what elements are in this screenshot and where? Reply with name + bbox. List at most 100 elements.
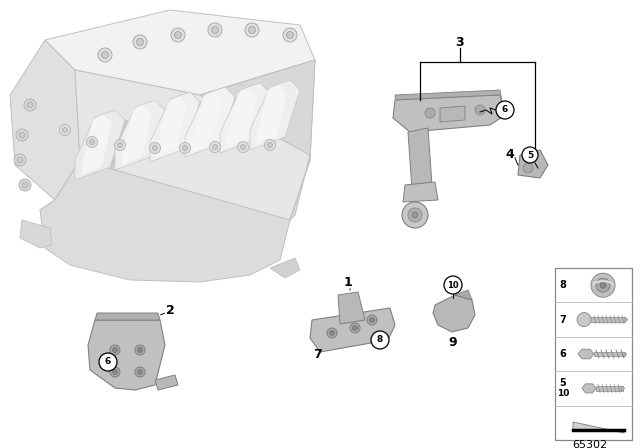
Circle shape [152, 146, 157, 151]
Circle shape [287, 31, 294, 39]
Circle shape [86, 137, 97, 147]
Polygon shape [150, 92, 200, 162]
Circle shape [110, 367, 120, 377]
Circle shape [408, 208, 422, 222]
Circle shape [115, 139, 125, 151]
Circle shape [350, 323, 360, 333]
Circle shape [371, 331, 389, 349]
Text: 6: 6 [559, 349, 566, 359]
Circle shape [283, 28, 297, 42]
Circle shape [24, 99, 36, 111]
Bar [586, 317, 625, 322]
Polygon shape [393, 95, 505, 132]
Text: 3: 3 [456, 35, 464, 48]
Circle shape [208, 23, 222, 37]
Text: 7: 7 [314, 349, 323, 362]
Circle shape [596, 278, 610, 292]
Polygon shape [582, 384, 596, 393]
Polygon shape [185, 87, 235, 157]
Polygon shape [220, 83, 270, 153]
Polygon shape [270, 258, 300, 278]
Circle shape [425, 108, 435, 118]
Polygon shape [310, 308, 395, 352]
Polygon shape [395, 90, 502, 108]
Circle shape [102, 52, 109, 59]
Text: 9: 9 [449, 336, 458, 349]
Circle shape [353, 326, 358, 331]
Circle shape [19, 179, 31, 191]
Circle shape [211, 26, 218, 34]
Polygon shape [200, 60, 315, 220]
Text: 8: 8 [377, 336, 383, 345]
Polygon shape [227, 88, 257, 148]
Circle shape [245, 23, 259, 37]
Polygon shape [40, 60, 315, 270]
Text: 7: 7 [559, 314, 566, 325]
Polygon shape [621, 386, 625, 391]
Polygon shape [573, 422, 624, 433]
Text: 1: 1 [344, 276, 353, 289]
Polygon shape [440, 106, 465, 122]
Circle shape [369, 318, 374, 323]
Circle shape [138, 370, 143, 375]
Circle shape [327, 328, 337, 338]
Polygon shape [45, 10, 315, 95]
Circle shape [179, 142, 191, 154]
Circle shape [19, 132, 25, 138]
Circle shape [14, 154, 26, 166]
Text: 6: 6 [502, 105, 508, 115]
Bar [596, 386, 623, 391]
Polygon shape [157, 97, 187, 157]
Circle shape [16, 129, 28, 141]
Polygon shape [122, 105, 152, 165]
Bar [594, 352, 625, 356]
Circle shape [182, 146, 188, 151]
Polygon shape [115, 100, 165, 170]
Polygon shape [150, 110, 168, 160]
Circle shape [110, 345, 120, 355]
Text: 4: 4 [506, 148, 515, 161]
Polygon shape [408, 128, 432, 190]
Circle shape [212, 145, 218, 150]
Polygon shape [20, 220, 52, 248]
Polygon shape [403, 182, 438, 202]
Circle shape [27, 102, 33, 108]
Polygon shape [10, 40, 80, 200]
Circle shape [268, 142, 273, 147]
Polygon shape [192, 92, 222, 152]
Circle shape [591, 273, 615, 297]
Polygon shape [622, 352, 627, 356]
Circle shape [600, 282, 606, 288]
Circle shape [60, 125, 70, 135]
Polygon shape [155, 375, 178, 390]
Circle shape [523, 163, 533, 173]
Circle shape [133, 35, 147, 49]
Circle shape [136, 39, 143, 46]
Circle shape [577, 313, 591, 327]
Polygon shape [518, 150, 548, 178]
Polygon shape [185, 102, 203, 152]
Polygon shape [75, 110, 125, 180]
Polygon shape [433, 295, 475, 332]
Text: 10: 10 [557, 389, 569, 398]
Text: 6: 6 [105, 358, 111, 366]
Polygon shape [250, 80, 300, 150]
Circle shape [138, 348, 143, 353]
Text: 10: 10 [447, 280, 459, 289]
Text: 2: 2 [166, 303, 174, 316]
Polygon shape [95, 313, 160, 320]
Circle shape [237, 142, 248, 152]
Circle shape [113, 370, 118, 375]
Text: 5: 5 [559, 379, 566, 388]
Circle shape [450, 107, 460, 117]
Text: 5: 5 [527, 151, 533, 159]
Polygon shape [82, 115, 112, 175]
Polygon shape [338, 292, 365, 324]
Circle shape [264, 139, 275, 151]
Circle shape [135, 345, 145, 355]
Text: 8: 8 [559, 280, 566, 290]
Text: 65302: 65302 [572, 440, 607, 448]
Circle shape [90, 139, 95, 145]
Circle shape [17, 157, 23, 163]
Polygon shape [257, 85, 287, 145]
